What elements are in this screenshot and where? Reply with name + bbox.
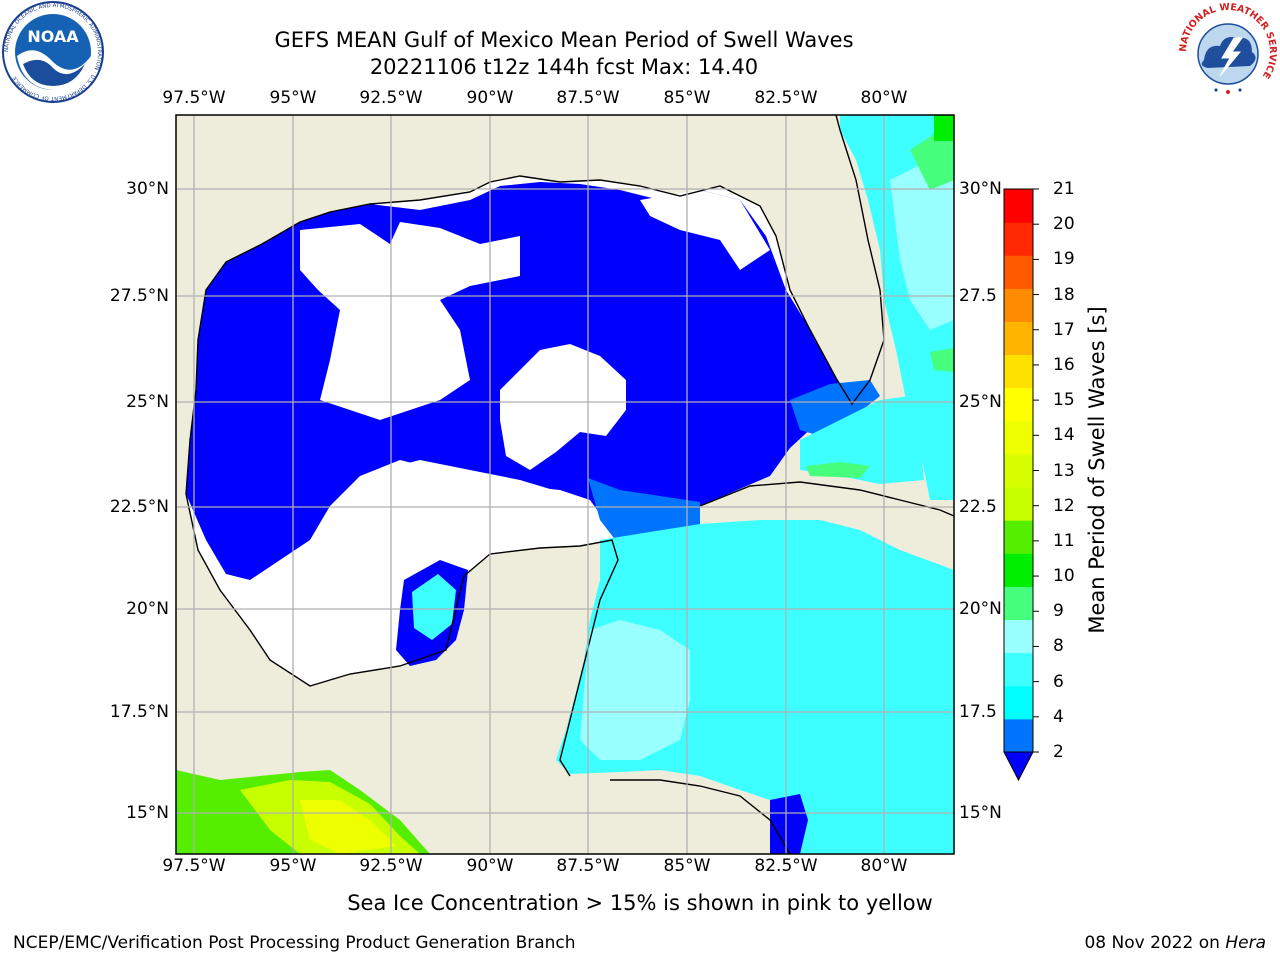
coastline (699, 481, 954, 517)
colorbar-tick-label: 20 (1053, 214, 1075, 235)
colorbar-tick-label: 21 (1053, 179, 1075, 199)
coastline (610, 779, 791, 854)
lat-tick-right: 22.5 (959, 497, 997, 517)
lat-tick-left: 15°N (126, 803, 169, 823)
colorbar-bin (1004, 718, 1033, 753)
swell-8-9-region (580, 620, 690, 760)
lon-tick-bottom: 85°W (663, 856, 711, 876)
colorbar-bin (1004, 553, 1033, 587)
noaa-logo: NOAA NATIONAL OCEANIC AND ATMOSPHERIC AD… (2, 1, 104, 103)
lon-tick-bottom: 87.5°W (556, 856, 620, 876)
lon-tick-top: 87.5°W (556, 88, 620, 108)
swell-8-9-region (890, 150, 954, 330)
lat-tick-right: 20°N (959, 599, 1002, 619)
colorbar-bin (1004, 288, 1033, 322)
coastline (185, 115, 885, 495)
lat-tick-right: 30°N (959, 179, 1002, 199)
no-data-patch (250, 550, 400, 680)
swell-6-8-region (412, 574, 456, 640)
colorbar-bin (1004, 222, 1033, 256)
colorbar-bin (1004, 685, 1033, 720)
colorbar-bin (1004, 354, 1033, 389)
lat-tick-right: 25°N (959, 392, 1002, 412)
lon-tick-top: 82.5°W (754, 88, 818, 108)
colorbar-tick-label: 10 (1053, 566, 1075, 587)
colorbar-bin (1004, 420, 1033, 455)
swell-9-10-region (930, 348, 954, 372)
colorbar-label: Mean Period of Swell Waves [s] (1085, 306, 1109, 634)
colorbar-bin (1004, 586, 1033, 621)
colorbar-bin (1004, 387, 1033, 422)
lon-tick-top: 90°W (466, 88, 514, 108)
no-data-patch (500, 344, 626, 470)
colorbar-tick-label: 2 (1053, 742, 1064, 762)
lat-tick-right: 17.5 (959, 702, 997, 722)
lat-tick-left: 25°N (126, 392, 169, 412)
lon-tick-top: 95°W (269, 88, 317, 108)
colorbar-bin (1004, 487, 1033, 521)
colorbar-tick-label: 17 (1053, 319, 1075, 340)
colorbar-tick-label: 15 (1053, 390, 1075, 411)
sea-ice-note: Sea Ice Concentration > 15% is shown in … (347, 891, 933, 915)
lon-tick-bottom: 90°W (466, 856, 514, 876)
no-data-patch (640, 190, 770, 270)
lon-tick-bottom: 82.5°W (754, 856, 818, 876)
colorbar-tick-label: 14 (1053, 425, 1075, 446)
lon-tick-bottom: 92.5°W (359, 856, 423, 876)
no-data-patch (300, 222, 520, 420)
swell-4-6-region (790, 380, 880, 436)
lat-tick-left: 22.5°N (109, 497, 169, 517)
colorbar-tick-label: 11 (1053, 530, 1075, 551)
swell-2-4-region (770, 794, 808, 854)
colorbar-tick-label: 6 (1053, 671, 1064, 692)
lat-tick-right: 15°N (959, 803, 1002, 823)
colorbar-tick-label: 12 (1053, 495, 1075, 516)
colorbar-tick-label: 8 (1053, 636, 1064, 657)
chart-subtitle: 20221106 t12z 144h fcst Max: 14.40 (369, 55, 759, 79)
lon-tick-bottom: 97.5°W (162, 856, 226, 876)
lat-tick-left: 27.5°N (109, 286, 169, 306)
lon-tick-top: 97.5°W (162, 88, 226, 108)
colorbar-tick-label: 19 (1053, 249, 1075, 270)
swell-11-12-region (934, 115, 954, 141)
no-data-patch (340, 460, 610, 584)
map-frame (175, 114, 955, 855)
lon-tick-top: 92.5°W (359, 88, 423, 108)
swell-6-8-region (556, 520, 954, 854)
lon-tick-bottom: 80°W (860, 856, 908, 876)
colorbar-tick-label: 16 (1053, 354, 1075, 375)
lon-tick-bottom: 95°W (269, 856, 317, 876)
chart-title: GEFS MEAN Gulf of Mexico Mean Period of … (274, 28, 854, 52)
colorbar-bin (1004, 652, 1033, 687)
lat-tick-left: 30°N (126, 179, 169, 199)
colorbar-bin (1004, 453, 1033, 488)
lon-tick-top: 85°W (663, 88, 711, 108)
swell-9-10-region (806, 462, 870, 478)
coastline (185, 493, 619, 777)
colorbar-bin (1004, 619, 1033, 654)
lon-tick-top: 80°W (860, 88, 908, 108)
colorbar-bin (1004, 321, 1033, 356)
nws-logo: NATIONAL WEATHER SERVICE (1178, 2, 1278, 102)
host-name: Hera (1225, 933, 1266, 953)
date-text: 08 Nov 2022 on (1084, 933, 1220, 953)
swell-6-8-region (800, 396, 924, 484)
colorbar-tick-label: 18 (1053, 284, 1075, 305)
credit-text: NCEP/EMC/Verification Post Processing Pr… (13, 933, 576, 953)
svg-text:NOAA: NOAA (27, 27, 79, 46)
lat-tick-right: 27.5 (959, 286, 997, 306)
lat-tick-left: 20°N (126, 599, 169, 619)
lat-tick-left: 17.5°N (109, 702, 169, 722)
colorbar-tick-label: 13 (1053, 460, 1075, 481)
colorbar-bin (1004, 189, 1033, 223)
colorbar-tick-label: 4 (1053, 706, 1064, 727)
colorbar-bin (1004, 520, 1033, 554)
colorbar-tick-label: 9 (1053, 601, 1064, 622)
colorbar-extend-min (1003, 751, 1034, 782)
colorbar-bin (1004, 255, 1033, 289)
date-note: 08 Nov 2022 on Hera (1084, 933, 1266, 953)
